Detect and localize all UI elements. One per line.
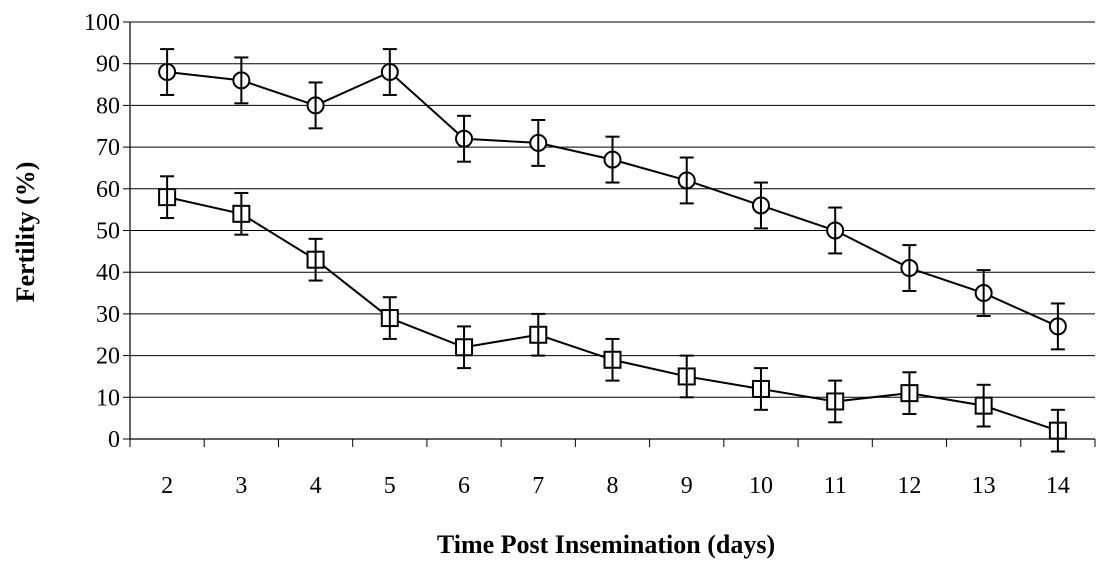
y-tick-label: 60 [96, 177, 120, 203]
x-tick-label: 5 [384, 473, 396, 499]
y-tick-label: 90 [96, 52, 120, 78]
x-tick-label: 8 [607, 473, 619, 499]
x-tick-label: 12 [897, 473, 921, 499]
series-1-line [167, 70, 1059, 328]
y-tick-label: 70 [96, 135, 120, 161]
y-tick-label: 80 [96, 93, 120, 119]
x-tick-label: 3 [235, 473, 247, 499]
y-tick-label: 0 [108, 427, 120, 453]
y-tick-label: 40 [96, 260, 120, 286]
y-tick-label: 20 [96, 344, 120, 370]
x-tick-label: 4 [310, 473, 322, 499]
x-tick-label: 7 [532, 473, 544, 499]
x-tick-label: 6 [458, 473, 470, 499]
x-tick-label: 9 [681, 473, 693, 499]
series-1 [158, 48, 1067, 351]
y-tick-label: 10 [96, 385, 120, 411]
x-tick-label: 2 [161, 473, 173, 499]
x-tick-label: 10 [749, 473, 773, 499]
x-tick-label: 13 [972, 473, 996, 499]
y-tick-label: 50 [96, 219, 120, 245]
x-axis-title: Time Post Insemination (days) [437, 530, 775, 559]
y-tick-label: 100 [84, 10, 120, 36]
series-2 [158, 175, 1067, 453]
x-tick-label: 11 [824, 473, 847, 499]
y-axis-title: Fertility (%) [11, 162, 40, 303]
y-tick-label: 30 [96, 302, 120, 328]
x-tick-label: 14 [1046, 473, 1070, 499]
